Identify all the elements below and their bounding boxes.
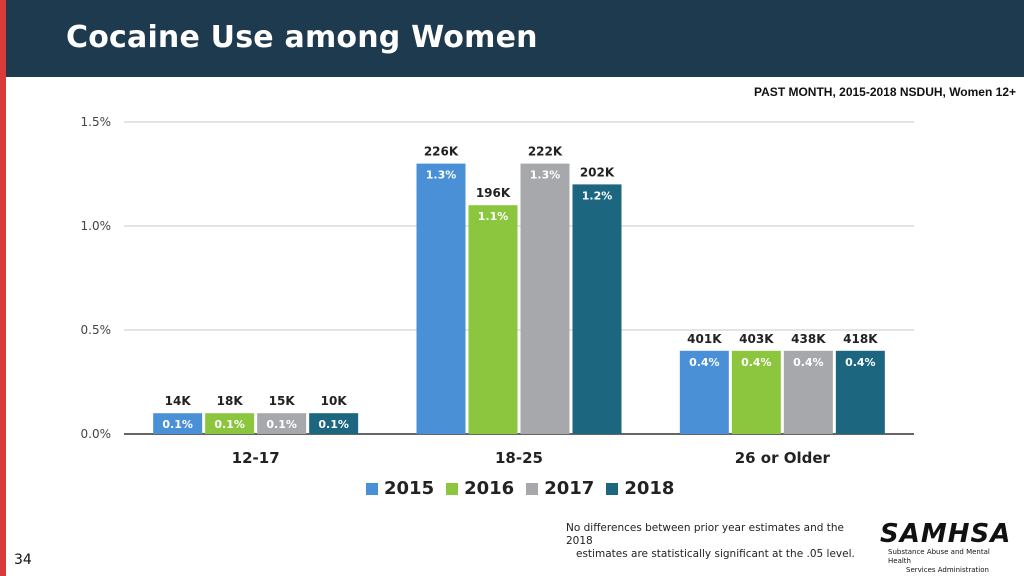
legend-item-2018: 2018 — [606, 478, 674, 499]
logo-subtitle-2: Services Administration — [906, 566, 989, 574]
bar-value-label: 0.1% — [318, 418, 349, 431]
left-accent-stripe — [0, 0, 6, 576]
bar-2018-12-17 — [309, 413, 359, 434]
bar-2017-26 or Older — [783, 350, 833, 434]
bar-value-label: 1.2% — [582, 189, 613, 202]
bar-count-label: 15K — [269, 394, 296, 408]
bar-value-label: 1.3% — [530, 169, 561, 182]
legend-label: 2017 — [544, 478, 595, 499]
bar-2018-26 or Older — [835, 350, 885, 434]
legend-label: 2018 — [624, 478, 675, 499]
chart-legend: 2015 2016 2017 2018 — [366, 478, 674, 499]
bar-2018-18-25 — [572, 184, 622, 434]
bar-count-label: 196K — [476, 186, 511, 200]
y-tick-label: 1.5% — [81, 115, 112, 129]
legend-swatch — [446, 482, 459, 495]
bar-count-label: 418K — [843, 332, 878, 346]
page-title: Cocaine Use among Women — [66, 20, 538, 55]
chart-subtitle: PAST MONTH, 2015-2018 NSDUH, Women 12+ — [754, 85, 1016, 99]
bar-value-label: 0.4% — [689, 356, 720, 369]
x-category-label: 18-25 — [495, 449, 543, 467]
bar-value-label: 0.1% — [266, 418, 297, 431]
bar-count-label: 222K — [528, 145, 563, 159]
bar-value-label: 1.1% — [478, 210, 509, 223]
page-number: 34 — [14, 552, 32, 568]
bar-value-label: 0.4% — [741, 356, 772, 369]
bar-count-label: 14K — [165, 394, 192, 408]
bar-count-label: 202K — [580, 165, 615, 179]
bar-2016-18-25 — [468, 205, 518, 434]
x-category-label: 26 or Older — [735, 449, 831, 467]
bar-value-label: 0.4% — [793, 356, 824, 369]
legend-swatch — [606, 482, 619, 495]
bar-value-label: 0.4% — [845, 356, 876, 369]
legend-label: 2016 — [464, 478, 515, 499]
footnote: No differences between prior year estima… — [566, 522, 856, 561]
bar-count-label: 18K — [217, 394, 244, 408]
legend-label: 2015 — [384, 478, 435, 499]
bar-2017-18-25 — [520, 163, 570, 434]
bar-2015-26 or Older — [679, 350, 729, 434]
bar-count-label: 10K — [321, 394, 348, 408]
logo-wordmark: SAMHSA — [880, 519, 1012, 549]
bar-2015-18-25 — [416, 163, 466, 434]
legend-item-2017: 2017 — [526, 478, 594, 499]
bar-2015-12-17 — [153, 413, 203, 434]
legend-swatch — [366, 482, 378, 495]
title-bar: Cocaine Use among Women — [6, 0, 1024, 77]
bar-2016-12-17 — [205, 413, 255, 434]
y-tick-label: 0.5% — [81, 323, 112, 337]
footnote-line-1: No differences between prior year estima… — [566, 522, 844, 547]
x-category-label: 12-17 — [232, 449, 280, 467]
footnote-line-2: estimates are statistically significant … — [576, 548, 855, 560]
legend-item-2016: 2016 — [446, 478, 514, 499]
bar-count-label: 401K — [687, 332, 722, 346]
samhsa-logo: SAMHSA Substance Abuse and Mental Health… — [880, 520, 1010, 575]
bar-2016-26 or Older — [731, 350, 781, 434]
y-tick-label: 1.0% — [81, 219, 112, 233]
bar-count-label: 438K — [791, 332, 826, 346]
legend-item-2015: 2015 — [366, 478, 434, 499]
bar-2017-12-17 — [257, 413, 307, 434]
legend-swatch — [526, 482, 539, 495]
y-tick-label: 0.0% — [81, 427, 112, 441]
bar-value-label: 0.1% — [162, 418, 193, 431]
bar-value-label: 0.1% — [214, 418, 245, 431]
bar-count-label: 226K — [424, 145, 459, 159]
bar-count-label: 403K — [739, 332, 774, 346]
logo-subtitle-1: Substance Abuse and Mental Health — [888, 548, 990, 565]
bar-value-label: 1.3% — [426, 169, 457, 182]
